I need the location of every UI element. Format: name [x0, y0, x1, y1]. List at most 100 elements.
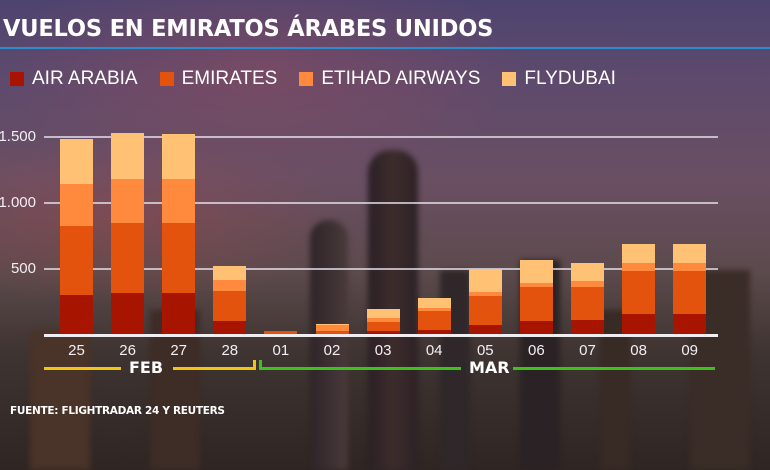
bar-segment-emirates	[213, 291, 247, 321]
bar-segment-flydubai	[315, 323, 349, 326]
bar-segment-etihad-airways	[111, 179, 145, 224]
x-tick-label: 27	[170, 342, 188, 359]
bar-07	[571, 263, 604, 335]
bar-segment-etihad-airways	[366, 317, 400, 323]
bar-26	[111, 133, 145, 335]
legend-swatch-flydubai	[502, 72, 517, 86]
x-tick-label: 28	[221, 342, 239, 359]
bar-segment-emirates	[366, 322, 400, 332]
bar-06	[519, 260, 553, 335]
month-bracket-feb	[44, 367, 121, 370]
x-axis-baseline	[44, 334, 718, 337]
x-tick-label: 25	[68, 342, 85, 359]
bar-segment-etihad-airways	[571, 281, 604, 287]
bar-27	[162, 134, 196, 335]
x-tick-label: 02	[323, 342, 341, 359]
bar-01	[264, 331, 298, 335]
bar-segment-flydubai	[60, 139, 93, 185]
legend-swatch-emirates	[159, 72, 174, 86]
x-tick-label: 04	[425, 342, 443, 359]
bar-04	[417, 297, 451, 335]
bar-segment-etihad-airways	[622, 262, 656, 271]
x-tick-label: 05	[476, 342, 494, 359]
bar-segment-air-arabia	[519, 321, 553, 335]
legend-label: FLYDUBAI	[524, 68, 616, 89]
bar-segment-etihad-airways	[673, 262, 707, 271]
bar-segment-emirates	[315, 331, 349, 335]
bar-segment-air-arabia	[60, 295, 93, 335]
month-bracket-mar	[259, 367, 461, 370]
y-tick-label: 1.500	[0, 128, 36, 145]
bar-segment-air-arabia	[162, 293, 196, 335]
bar-segment-air-arabia	[417, 329, 451, 335]
legend-label: EMIRATES	[181, 68, 278, 89]
bar-segment-emirates	[60, 225, 93, 295]
legend-item-etihad: ETIHAD AIRWAYS	[299, 68, 480, 90]
bar-segment-flydubai	[571, 263, 604, 282]
legend: AIR ARABIA EMIRATES ETIHAD AIRWAYS FLYDU…	[10, 68, 638, 90]
bar-09	[673, 244, 707, 335]
legend-swatch-air-arabia	[10, 72, 24, 86]
bar-segment-emirates	[571, 286, 604, 320]
bar-segment-flydubai	[622, 244, 656, 263]
bar-08	[622, 244, 656, 335]
month-bracket-end	[253, 360, 256, 369]
legend-label: ETIHAD AIRWAYS	[321, 68, 481, 89]
month-bracket-feb	[173, 367, 256, 370]
bar-segment-flydubai	[519, 260, 553, 283]
bar-segment-air-arabia	[468, 324, 502, 335]
bar-segment-emirates	[162, 223, 196, 294]
bar-segment-air-arabia	[673, 313, 707, 335]
x-tick-label: 07	[579, 342, 596, 359]
month-bracket-end	[259, 360, 262, 369]
month-label-mar: MAR	[469, 358, 510, 377]
bar-25	[60, 139, 93, 335]
y-tick-label: 1.000	[0, 194, 36, 211]
bar-segment-flydubai	[162, 134, 196, 180]
x-tick-label: 09	[681, 342, 699, 359]
month-bracket-mar	[513, 367, 715, 370]
gridline	[44, 136, 718, 138]
legend-swatch-etihad	[299, 72, 314, 86]
x-tick-label: 26	[119, 342, 136, 359]
bar-segment-flydubai	[468, 269, 502, 292]
bar-segment-air-arabia	[622, 313, 656, 335]
bar-segment-etihad-airways	[60, 184, 93, 226]
bar-segment-flydubai	[673, 244, 707, 263]
bar-segment-air-arabia	[213, 320, 247, 335]
bar-segment-etihad-airways	[315, 325, 349, 332]
x-tick-label: 06	[528, 342, 545, 359]
bar-segment-emirates	[468, 296, 502, 325]
legend-item-flydubai: FLYDUBAI	[502, 68, 616, 90]
x-tick-label: 08	[630, 342, 647, 359]
bar-segment-emirates	[622, 270, 656, 314]
x-tick-label: 01	[272, 342, 290, 359]
bar-segment-flydubai	[366, 309, 400, 318]
title-underline	[0, 47, 770, 49]
x-tick-label: 03	[374, 342, 392, 359]
source-note: FUENTE: FLIGHTRADAR 24 Y REUTERS	[10, 405, 225, 417]
bar-segment-air-arabia	[366, 331, 400, 335]
bar-05	[468, 269, 502, 335]
bar-segment-flydubai	[213, 265, 247, 280]
gridline	[44, 268, 718, 270]
bar-segment-emirates	[417, 310, 451, 330]
bar-segment-flydubai	[417, 297, 451, 308]
bar-segment-emirates	[673, 270, 707, 314]
bar-segment-emirates	[519, 286, 553, 322]
bar-segment-etihad-airways	[162, 179, 196, 224]
bar-segment-air-arabia	[571, 319, 604, 335]
bar-segment-etihad-airways	[519, 282, 553, 287]
bar-segment-etihad-airways	[417, 307, 451, 311]
bar-28	[213, 265, 247, 335]
bar-03	[366, 309, 400, 335]
gridline	[44, 202, 718, 204]
bar-segment-emirates	[111, 223, 145, 294]
bar-segment-emirates	[264, 331, 298, 335]
y-tick-label: 500	[10, 260, 36, 277]
bar-segment-flydubai	[111, 133, 145, 180]
legend-item-air-arabia: AIR ARABIA	[10, 68, 138, 90]
bar-segment-air-arabia	[111, 293, 145, 335]
bar-segment-etihad-airways	[213, 279, 247, 292]
